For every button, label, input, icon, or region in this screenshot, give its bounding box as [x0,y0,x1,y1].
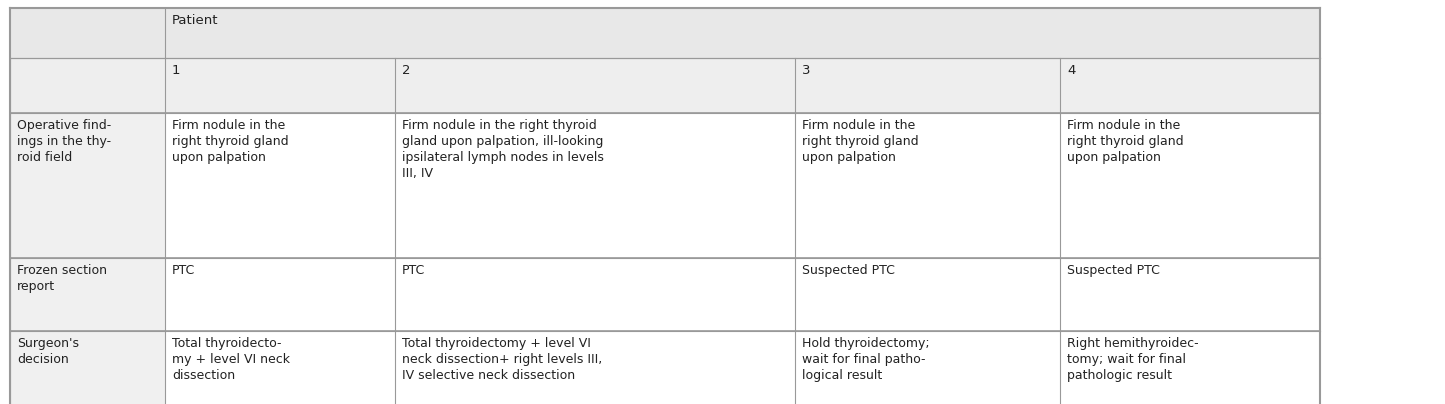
Bar [165,331,394,404]
Bar [10,58,165,113]
Bar [795,58,1061,113]
Bar [394,258,795,331]
Bar [1061,258,1319,331]
Bar [795,113,1061,258]
Text: 1: 1 [172,64,181,77]
Bar [10,331,165,404]
Text: PTC: PTC [172,264,195,277]
Text: Surgeon's
decision: Surgeon's decision [17,337,79,366]
Text: Firm nodule in the
right thyroid gland
upon palpation: Firm nodule in the right thyroid gland u… [172,119,289,164]
Bar [394,331,795,404]
Text: Total thyroidectomy + level VI
neck dissection+ right levels III,
IV selective n: Total thyroidectomy + level VI neck diss… [402,337,603,382]
Bar [394,58,795,113]
Bar [1061,331,1319,404]
Bar [10,8,165,58]
Text: 4: 4 [1066,64,1075,77]
Text: Patient: Patient [172,14,218,27]
Bar [10,258,165,331]
Text: Suspected PTC: Suspected PTC [1066,264,1160,277]
Bar [165,113,394,258]
Text: PTC: PTC [402,264,425,277]
Bar [165,8,1319,58]
Text: Hold thyroidectomy;
wait for final patho-
logical result: Hold thyroidectomy; wait for final patho… [802,337,929,382]
Bar [1061,58,1319,113]
Text: Firm nodule in the right thyroid
gland upon palpation, ill-looking
ipsilateral l: Firm nodule in the right thyroid gland u… [402,119,604,180]
Text: Right hemithyroidec-
tomy; wait for final
pathologic result: Right hemithyroidec- tomy; wait for fina… [1066,337,1198,382]
Bar [795,331,1061,404]
Bar [165,258,394,331]
Bar [1061,113,1319,258]
Text: Suspected PTC: Suspected PTC [802,264,894,277]
Bar [10,113,165,258]
Text: Firm nodule in the
right thyroid gland
upon palpation: Firm nodule in the right thyroid gland u… [1066,119,1183,164]
Bar [795,258,1061,331]
Text: Operative find-
ings in the thy-
roid field: Operative find- ings in the thy- roid fi… [17,119,111,164]
Text: Frozen section
report: Frozen section report [17,264,107,293]
Text: 2: 2 [402,64,410,77]
Text: Total thyroidecto-
my + level VI neck
dissection: Total thyroidecto- my + level VI neck di… [172,337,290,382]
Bar [394,113,795,258]
Text: Firm nodule in the
right thyroid gland
upon palpation: Firm nodule in the right thyroid gland u… [802,119,919,164]
Text: 3: 3 [802,64,811,77]
Bar [165,58,394,113]
